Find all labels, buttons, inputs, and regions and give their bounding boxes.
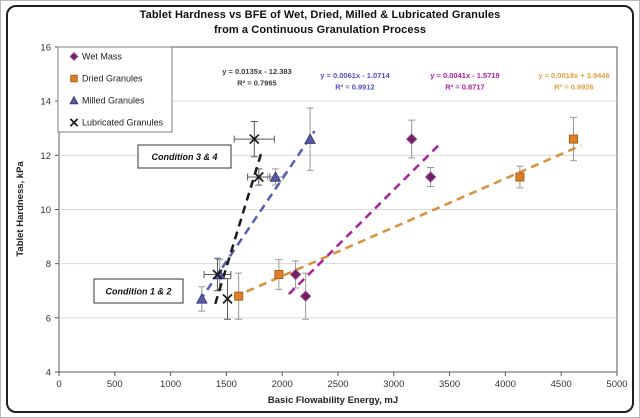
y-tick-label: 10 (40, 205, 51, 216)
equation-milled-granules: y = 0.0061x - 1.0714 R² = 0.9912 (320, 71, 390, 92)
legend-item-lubricated-granules: Lubricated Granules (69, 118, 164, 128)
equation-text: y = 0.0018x + 3.9446 (538, 71, 609, 80)
x-tick-label: 4500 (551, 379, 572, 390)
data-point-lubricated-granules (253, 171, 264, 183)
data-point-dried-granules (234, 291, 244, 301)
data-point-milled-granules (196, 292, 208, 304)
annotation-label: Condition 1 & 2 (106, 287, 172, 297)
r-squared-text: R² = 0.9912 (335, 83, 374, 92)
equation-wet-mass: y = 0.0041x - 1.5719 R² = 0.8717 (430, 71, 499, 92)
legend-item-dried-granules: Dried Granules (70, 74, 143, 84)
trendline-dried-granules (233, 144, 582, 299)
legend-marker-lubricated-granules-icon (69, 118, 79, 127)
x-tick-label: 2000 (272, 379, 293, 390)
r-squared-text: R² = 0.8717 (445, 83, 484, 92)
data-point-lubricated-granules (212, 269, 223, 280)
legend-item-label: Dried Granules (82, 74, 143, 84)
x-tick-label: 1500 (216, 379, 237, 390)
series-lubricated-granules (212, 133, 264, 304)
annotation-condition-1-2: Condition 1 & 2 (93, 278, 184, 304)
legend: Wet Mass Dried Granules Milled Granules Lub… (57, 46, 173, 133)
y-tick-label: 12 (40, 151, 51, 162)
x-tick-label: 2500 (327, 379, 348, 390)
series-wet-mass (289, 133, 437, 302)
x-tick-label: 4000 (495, 379, 516, 390)
chart-title-line1: Tablet Hardness vs BFE of Wet, Dried, Mi… (139, 9, 501, 21)
y-tick-label: 14 (40, 97, 51, 108)
data-point-wet-mass (405, 133, 418, 145)
x-axis-label: Basic Flowability Energy, mJ (268, 395, 398, 406)
legend-item-label: Milled Granules (82, 96, 145, 106)
legend-item-milled-granules: Milled Granules (69, 95, 145, 106)
r-squared-text: R² = 0.7965 (237, 79, 276, 88)
trendline-wet-mass (288, 142, 442, 296)
data-point-wet-mass (299, 290, 312, 302)
equation-dried-granules: y = 0.0018x + 3.9446 R² = 0.9926 (538, 71, 609, 92)
equation-text: y = 0.0061x - 1.0714 (320, 71, 390, 80)
x-tick-label: 3500 (439, 379, 460, 390)
legend-box (57, 46, 173, 133)
data-point-dried-granules (568, 134, 578, 144)
x-tick-label: 1000 (160, 379, 181, 390)
legend-marker-dried-granules-icon (70, 74, 78, 83)
equation-lubricated-granules: y = 0.0135x - 12.383 R² = 0.7965 (222, 67, 291, 88)
data-point-lubricated-granules (222, 293, 233, 304)
x-tick-label: 0 (56, 379, 61, 390)
equation-text: y = 0.0135x - 12.383 (222, 67, 291, 76)
annotation-box (137, 144, 232, 169)
x-tick-label: 5000 (606, 379, 627, 390)
data-point-dried-granules (274, 270, 284, 279)
annotation-label: Condition 3 & 4 (152, 152, 218, 162)
error-bars-wet-mass (292, 119, 435, 320)
chart-title-line2: from a Continuous Granulation Process (213, 24, 427, 36)
data-point-milled-granules (269, 170, 282, 182)
data-point-milled-granules (304, 133, 316, 144)
y-tick-label: 6 (46, 313, 51, 324)
series-dried-granules (234, 134, 578, 301)
equation-text: y = 0.0041x - 1.5719 (430, 71, 499, 80)
annotation-condition-3-4: Condition 3 & 4 (137, 144, 232, 169)
x-tick-label: 3000 (383, 379, 404, 390)
legend-item-wet-mass: Wet Mass (69, 51, 122, 62)
data-point-wet-mass (289, 268, 302, 281)
y-axis-label: Tablet Hardness, kPa (15, 161, 26, 257)
y-tick-label: 4 (46, 368, 51, 379)
legend-marker-wet-mass-icon (69, 51, 79, 62)
legend-item-label: Lubricated Granules (82, 118, 164, 128)
legend-item-label: Wet Mass (82, 52, 122, 62)
data-point-dried-granules (515, 172, 525, 182)
data-point-lubricated-granules (249, 133, 260, 145)
y-tick-label: 16 (40, 43, 51, 54)
r-squared-text: R² = 0.9926 (554, 83, 593, 92)
x-tick-label: 500 (107, 379, 123, 390)
annotation-box (93, 278, 184, 304)
chart-title: Tablet Hardness vs BFE of Wet, Dried, Mi… (1, 8, 639, 38)
y-tick-label: 8 (46, 259, 51, 270)
data-point-wet-mass (424, 171, 437, 183)
legend-marker-milled-granules-icon (69, 95, 79, 105)
